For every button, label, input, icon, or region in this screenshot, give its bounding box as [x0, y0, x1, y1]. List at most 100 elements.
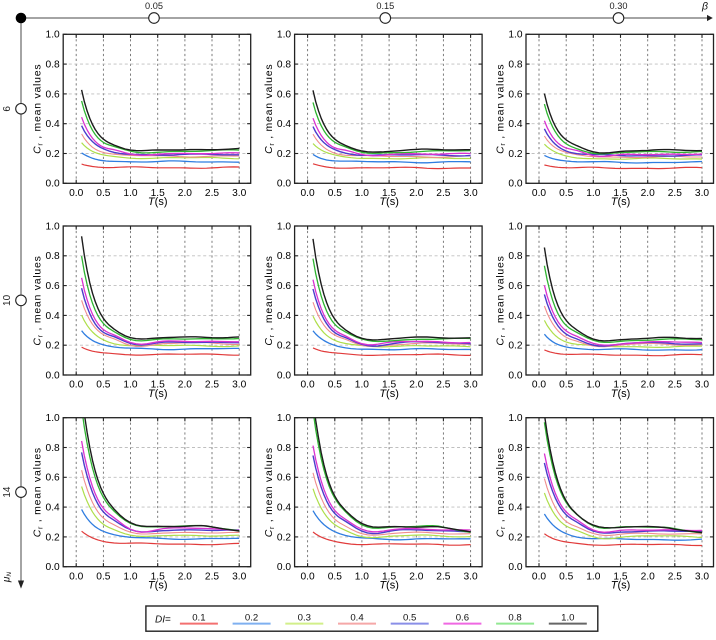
svg-text:0.6: 0.6	[46, 473, 60, 484]
svg-text:0.8: 0.8	[277, 60, 291, 71]
svg-text:0.5: 0.5	[328, 571, 342, 582]
svg-text:0.15: 0.15	[376, 1, 394, 11]
svg-text:0.4: 0.4	[277, 311, 291, 322]
svg-text:2.5: 2.5	[668, 571, 682, 582]
svg-text:DI=: DI=	[155, 615, 171, 626]
svg-text:3.0: 3.0	[232, 571, 246, 582]
svg-text:1.5: 1.5	[613, 571, 627, 582]
svg-text:0.0: 0.0	[46, 562, 60, 573]
svg-text:0.2: 0.2	[277, 149, 291, 160]
svg-text:1.0: 1.0	[561, 612, 574, 623]
svg-text:1.0: 1.0	[123, 571, 137, 582]
svg-text:1.0: 1.0	[355, 380, 369, 391]
svg-text:0.3: 0.3	[298, 612, 311, 623]
svg-text:1.0: 1.0	[355, 188, 369, 199]
svg-text:0.5: 0.5	[559, 380, 573, 391]
svg-text:1.0: 1.0	[277, 221, 291, 232]
svg-text:0.30: 0.30	[610, 1, 628, 11]
svg-text:0.0: 0.0	[69, 188, 83, 199]
svg-text:0.0: 0.0	[532, 571, 546, 582]
svg-text:0.8: 0.8	[277, 443, 291, 454]
svg-text:1.5: 1.5	[151, 380, 165, 391]
svg-text:3.0: 3.0	[232, 188, 246, 199]
svg-text:0.5: 0.5	[96, 571, 110, 582]
svg-text:0.4: 0.4	[277, 119, 291, 130]
svg-text:0.6: 0.6	[277, 473, 291, 484]
svg-text:T(s): T(s)	[148, 388, 168, 400]
svg-text:1.5: 1.5	[613, 188, 627, 199]
svg-text:3.0: 3.0	[232, 380, 246, 391]
svg-text:0.5: 0.5	[328, 380, 342, 391]
svg-text:T(s): T(s)	[148, 196, 168, 208]
svg-text:2.5: 2.5	[436, 380, 450, 391]
svg-text:T(s): T(s)	[148, 580, 168, 592]
svg-text:14: 14	[2, 486, 13, 498]
svg-text:Cr , mean values: Cr , mean values	[494, 64, 507, 154]
svg-text:0.8: 0.8	[508, 443, 522, 454]
svg-text:2.5: 2.5	[668, 380, 682, 391]
svg-text:0.0: 0.0	[46, 370, 60, 381]
svg-text:1.0: 1.0	[123, 380, 137, 391]
svg-text:T(s): T(s)	[379, 580, 399, 592]
svg-text:2.5: 2.5	[205, 571, 219, 582]
svg-text:2.5: 2.5	[205, 380, 219, 391]
svg-text:3.0: 3.0	[695, 188, 709, 199]
svg-text:Cr , mean values: Cr , mean values	[263, 255, 276, 345]
svg-text:0.5: 0.5	[96, 380, 110, 391]
svg-text:0.0: 0.0	[46, 179, 60, 190]
svg-text:0.0: 0.0	[69, 380, 83, 391]
svg-text:0.0: 0.0	[301, 188, 315, 199]
svg-text:0.0: 0.0	[508, 562, 522, 573]
svg-text:0.5: 0.5	[559, 571, 573, 582]
svg-text:0.6: 0.6	[508, 281, 522, 292]
svg-text:0.2: 0.2	[46, 341, 60, 352]
svg-text:0.2: 0.2	[46, 149, 60, 160]
svg-text:0.0: 0.0	[508, 370, 522, 381]
svg-text:2.0: 2.0	[409, 188, 423, 199]
svg-text:Cr , mean values: Cr , mean values	[263, 64, 276, 154]
svg-text:0.6: 0.6	[277, 281, 291, 292]
svg-text:T(s): T(s)	[611, 388, 631, 400]
svg-text:3.0: 3.0	[464, 380, 478, 391]
svg-text:3.0: 3.0	[464, 571, 478, 582]
svg-text:1.0: 1.0	[586, 571, 600, 582]
svg-text:2.0: 2.0	[178, 571, 192, 582]
svg-text:0.6: 0.6	[508, 473, 522, 484]
svg-text:0.5: 0.5	[96, 188, 110, 199]
svg-text:10: 10	[2, 294, 13, 306]
svg-text:0.8: 0.8	[277, 251, 291, 262]
svg-text:0.4: 0.4	[46, 311, 60, 322]
svg-text:0.2: 0.2	[46, 532, 60, 543]
svg-text:0.4: 0.4	[508, 503, 522, 514]
svg-text:0.0: 0.0	[69, 571, 83, 582]
svg-text:2.5: 2.5	[436, 188, 450, 199]
svg-text:0.8: 0.8	[46, 60, 60, 71]
svg-text:1.5: 1.5	[613, 380, 627, 391]
svg-text:1.0: 1.0	[508, 413, 522, 424]
svg-text:1.5: 1.5	[382, 380, 396, 391]
svg-text:0.4: 0.4	[46, 119, 60, 130]
svg-text:1.5: 1.5	[382, 571, 396, 582]
svg-text:0.0: 0.0	[508, 179, 522, 190]
svg-text:1.0: 1.0	[277, 413, 291, 424]
svg-text:2.0: 2.0	[409, 380, 423, 391]
svg-text:1.0: 1.0	[46, 30, 60, 41]
svg-text:Cr , mean values: Cr , mean values	[494, 447, 507, 537]
svg-text:0.1: 0.1	[192, 612, 205, 623]
svg-text:1.0: 1.0	[586, 188, 600, 199]
svg-text:0.8: 0.8	[508, 60, 522, 71]
svg-text:1.0: 1.0	[277, 30, 291, 41]
svg-text:2.0: 2.0	[641, 380, 655, 391]
svg-text:0.8: 0.8	[46, 251, 60, 262]
svg-text:2.0: 2.0	[409, 571, 423, 582]
svg-text:0.0: 0.0	[277, 370, 291, 381]
svg-text:Cr , mean values: Cr , mean values	[32, 64, 45, 154]
svg-text:T(s): T(s)	[379, 388, 399, 400]
svg-text:0.2: 0.2	[277, 532, 291, 543]
svg-text:3.0: 3.0	[695, 380, 709, 391]
svg-text:0.0: 0.0	[301, 571, 315, 582]
svg-text:2.5: 2.5	[668, 188, 682, 199]
svg-text:0.5: 0.5	[559, 188, 573, 199]
svg-text:2.0: 2.0	[178, 380, 192, 391]
svg-text:1.0: 1.0	[46, 413, 60, 424]
